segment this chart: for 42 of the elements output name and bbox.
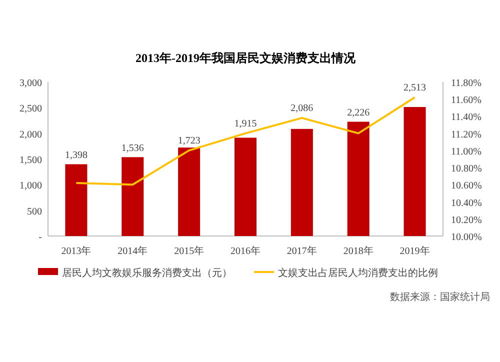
y2-tick-label: 10.00% — [451, 232, 482, 243]
legend-label: 居民人均文教娱乐服务消费支出（元） — [62, 267, 232, 279]
bar — [234, 138, 256, 236]
data-label: 1,723 — [178, 135, 200, 146]
data-label: 2,086 — [290, 102, 314, 114]
y-tick-label: 2,500 — [20, 104, 42, 115]
source-note: 数据来源：国家统计局 — [390, 291, 490, 303]
bar — [290, 128, 313, 236]
y2-tick-label: 11.60% — [451, 95, 482, 106]
bar — [65, 164, 88, 236]
y-tick-label: 500 — [27, 206, 42, 218]
y2-tick-label: 11.80% — [451, 78, 482, 89]
bar — [347, 122, 370, 236]
x-tick-label: 2013年 — [61, 245, 92, 257]
x-tick-label: 2015年 — [174, 245, 204, 257]
x-tick-label: 2018年 — [343, 245, 374, 257]
data-label: 1,398 — [64, 150, 88, 162]
y-tick-label: 1,000 — [20, 180, 42, 192]
y2-tick-label: 11.40% — [451, 112, 482, 124]
legend-label: 文娱支出占居民人均消费支出的比例 — [278, 267, 438, 279]
y-tick-label: 1,500 — [20, 155, 42, 166]
y2-tick-label: 10.40% — [451, 198, 482, 209]
y2-tick-label: 11.20% — [451, 129, 482, 140]
data-label: 2,226 — [347, 108, 370, 119]
y2-tick-label: 10.20% — [451, 214, 482, 226]
y2-tick-label: 11.00% — [451, 146, 482, 158]
chart-title: 2013年-2019年我国居民文娱消费支出情况 — [136, 51, 356, 65]
x-tick-label: 2016年 — [230, 245, 260, 257]
y2-tick-label: 10.60% — [451, 180, 482, 192]
x-tick-label: 2017年 — [286, 245, 317, 257]
bar — [178, 148, 200, 236]
data-label: 1,536 — [121, 143, 144, 154]
bar — [122, 157, 144, 236]
y-tick-label: 3,000 — [20, 78, 42, 89]
data-label: 2,513 — [404, 82, 426, 94]
y2-tick-label: 10.80% — [451, 164, 482, 175]
y-tick-label: - — [38, 232, 42, 243]
x-tick-label: 2014年 — [118, 245, 148, 257]
bar — [404, 107, 426, 236]
data-label: 1,915 — [234, 118, 257, 130]
x-tick-label: 2019年 — [400, 245, 430, 257]
y-tick-label: 2,000 — [20, 129, 42, 140]
